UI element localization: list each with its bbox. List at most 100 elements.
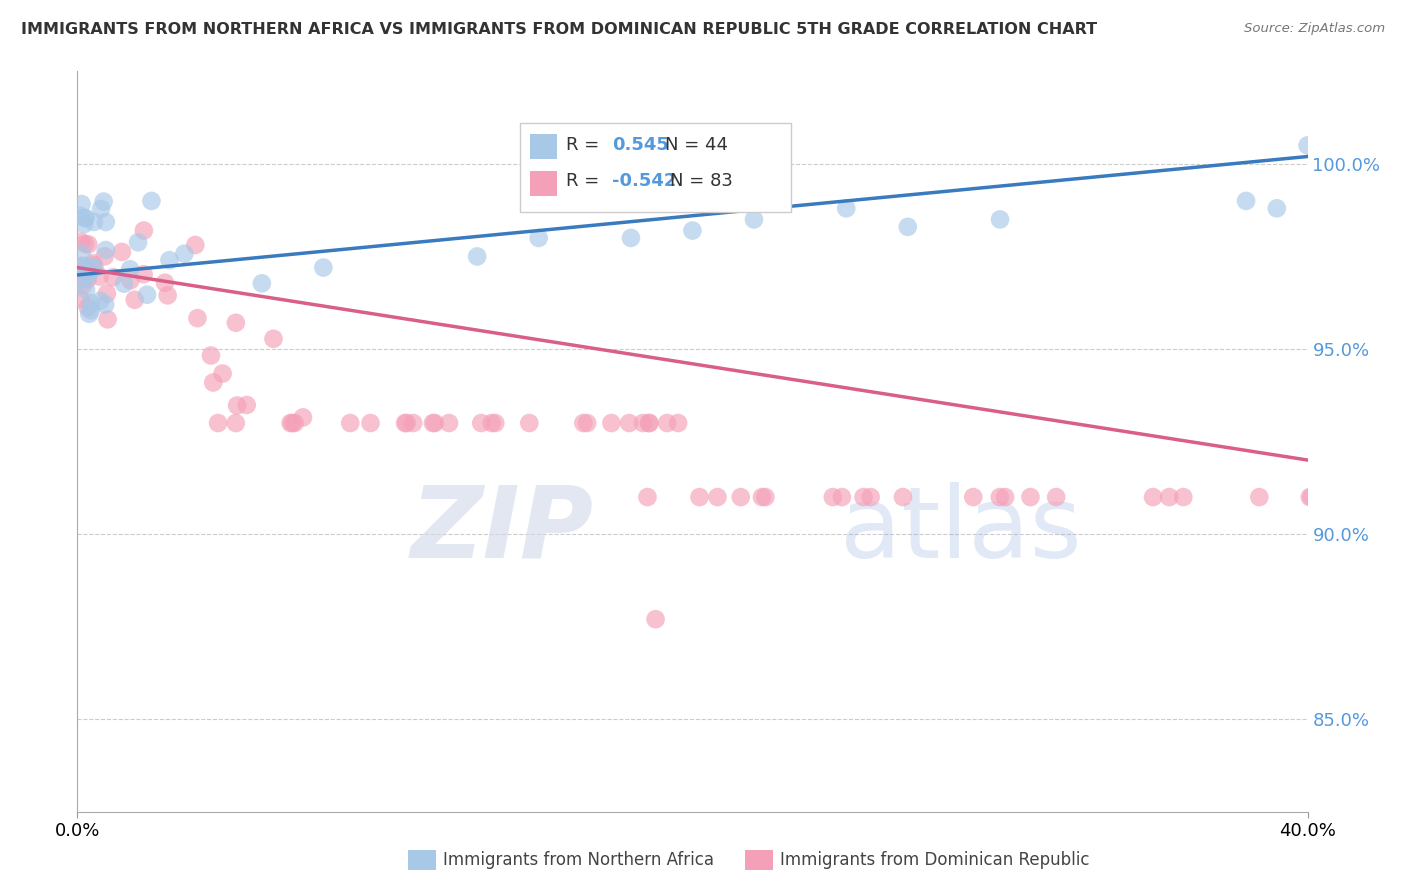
Point xyxy=(600,416,623,430)
Point xyxy=(280,416,302,430)
Point xyxy=(97,312,120,326)
Point xyxy=(962,490,984,504)
Point xyxy=(120,273,142,287)
Point xyxy=(156,288,179,302)
Text: R =: R = xyxy=(565,136,605,154)
Point xyxy=(120,262,142,277)
Point xyxy=(1265,202,1288,216)
Point xyxy=(423,416,446,430)
Point xyxy=(132,267,155,281)
Point xyxy=(897,219,920,234)
Point xyxy=(73,217,96,231)
Point xyxy=(617,416,640,430)
Point xyxy=(835,202,858,216)
Point xyxy=(94,243,117,257)
FancyBboxPatch shape xyxy=(530,134,557,159)
Point xyxy=(394,416,416,430)
Point xyxy=(1234,194,1257,208)
Point xyxy=(994,490,1017,504)
Point xyxy=(202,376,225,390)
Point xyxy=(89,269,111,284)
Point xyxy=(821,490,844,504)
Point xyxy=(465,250,488,264)
Point xyxy=(637,490,659,504)
Point xyxy=(859,490,882,504)
Text: -0.542: -0.542 xyxy=(613,172,676,190)
Point xyxy=(1173,490,1195,504)
Text: N = 44: N = 44 xyxy=(665,136,728,154)
Point xyxy=(481,416,503,430)
Point xyxy=(77,263,100,277)
Point xyxy=(517,416,540,430)
Point xyxy=(77,268,100,282)
Point xyxy=(69,209,91,223)
Point xyxy=(666,416,689,430)
Point xyxy=(312,260,335,275)
Point xyxy=(292,410,315,425)
Point xyxy=(173,246,195,260)
Point xyxy=(200,349,222,363)
Text: R =: R = xyxy=(565,172,605,190)
Point xyxy=(284,416,307,430)
Point xyxy=(225,316,247,330)
Point xyxy=(112,277,135,291)
Point xyxy=(682,223,704,237)
Point xyxy=(644,612,666,626)
Point xyxy=(124,293,146,307)
Point xyxy=(75,283,97,297)
Point xyxy=(69,292,91,306)
Text: Source: ZipAtlas.com: Source: ZipAtlas.com xyxy=(1244,22,1385,36)
Point xyxy=(402,416,425,430)
Point xyxy=(1159,490,1181,504)
Point xyxy=(184,238,207,252)
Point xyxy=(79,260,101,275)
Point xyxy=(688,490,710,504)
Point xyxy=(186,311,208,326)
Point xyxy=(572,416,595,430)
Point xyxy=(153,276,176,290)
Point xyxy=(83,260,105,275)
Point xyxy=(159,253,181,268)
Text: N = 83: N = 83 xyxy=(671,172,733,190)
Point xyxy=(111,244,134,259)
Point xyxy=(620,231,643,245)
Point xyxy=(96,286,118,301)
Point xyxy=(891,490,914,504)
Point xyxy=(1326,490,1348,504)
Point xyxy=(250,277,273,291)
Text: 0.545: 0.545 xyxy=(613,136,669,154)
Point xyxy=(988,212,1011,227)
Point xyxy=(211,367,233,381)
Point xyxy=(226,399,249,413)
Point xyxy=(1142,490,1164,504)
Point xyxy=(422,416,444,430)
Point xyxy=(82,256,104,270)
Point xyxy=(437,416,460,430)
Point xyxy=(395,416,418,430)
Text: atlas: atlas xyxy=(841,482,1081,579)
Point xyxy=(83,259,105,273)
Point xyxy=(988,490,1011,504)
Point xyxy=(76,272,98,286)
Point xyxy=(484,416,506,430)
Point xyxy=(1249,490,1271,504)
Point xyxy=(1019,490,1042,504)
Point xyxy=(730,490,752,504)
Point xyxy=(638,416,661,430)
Point xyxy=(77,268,100,282)
Point xyxy=(1301,490,1323,504)
Point xyxy=(360,416,382,430)
Point xyxy=(73,211,96,225)
Point xyxy=(339,416,361,430)
Point xyxy=(742,212,765,227)
Text: Immigrants from Dominican Republic: Immigrants from Dominican Republic xyxy=(780,851,1090,869)
Point xyxy=(72,278,94,293)
FancyBboxPatch shape xyxy=(530,170,557,195)
Point xyxy=(132,223,155,237)
Point xyxy=(127,235,149,250)
Point xyxy=(281,416,304,430)
Point xyxy=(73,236,96,251)
Point xyxy=(754,490,776,504)
Point xyxy=(77,237,100,252)
Point xyxy=(706,490,728,504)
